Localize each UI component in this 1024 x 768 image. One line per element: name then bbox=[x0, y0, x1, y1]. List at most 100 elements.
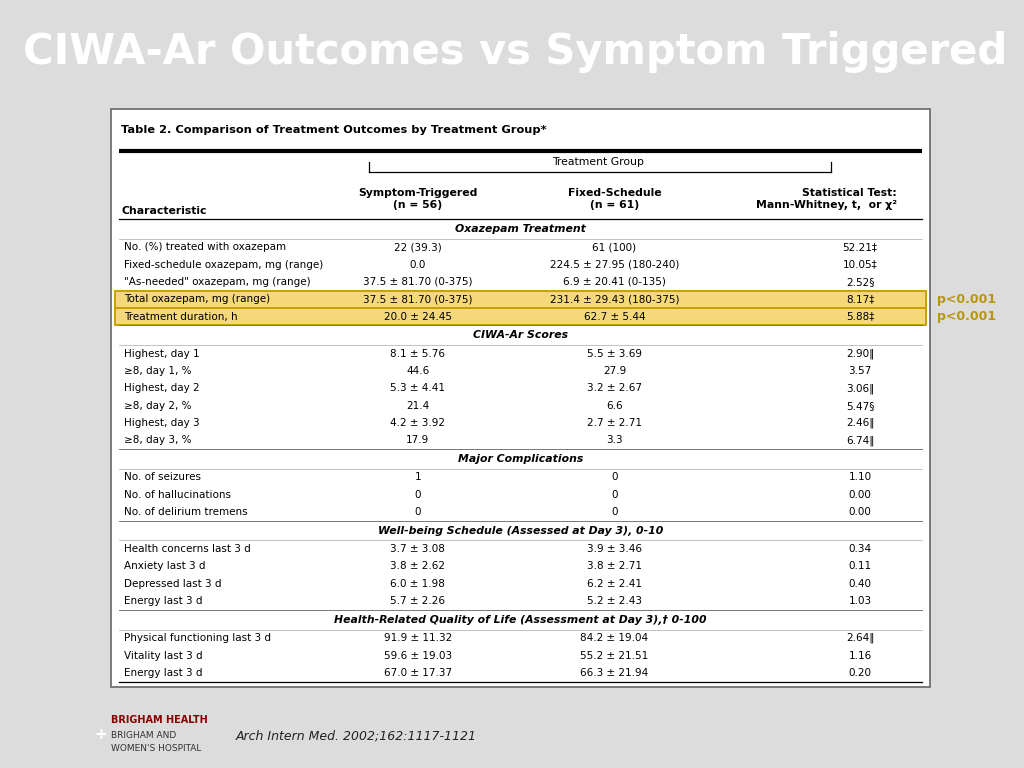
Text: No. (%) treated with oxazepam: No. (%) treated with oxazepam bbox=[124, 242, 286, 252]
Text: 1.03: 1.03 bbox=[849, 596, 871, 606]
Text: 3.8 ± 2.71: 3.8 ± 2.71 bbox=[587, 561, 642, 571]
Text: Symptom-Triggered
(n = 56): Symptom-Triggered (n = 56) bbox=[358, 188, 477, 210]
Text: +: + bbox=[94, 727, 106, 742]
Text: Highest, day 2: Highest, day 2 bbox=[124, 383, 200, 393]
Text: 6.9 ± 20.41 (0-135): 6.9 ± 20.41 (0-135) bbox=[563, 277, 666, 287]
Text: 3.57: 3.57 bbox=[849, 366, 871, 376]
Text: Oxazepam Treatment: Oxazepam Treatment bbox=[455, 223, 586, 233]
Text: Characteristic: Characteristic bbox=[121, 206, 207, 216]
Text: 0.34: 0.34 bbox=[849, 545, 871, 554]
Text: 37.5 ± 81.70 (0-375): 37.5 ± 81.70 (0-375) bbox=[364, 277, 472, 287]
Text: 0: 0 bbox=[611, 472, 617, 482]
Text: Statistical Test:
Mann-Whitney, t,  or χ²: Statistical Test: Mann-Whitney, t, or χ² bbox=[756, 188, 897, 210]
Text: BRIGHAM AND: BRIGHAM AND bbox=[111, 731, 176, 740]
Text: 0.0: 0.0 bbox=[410, 260, 426, 270]
Text: ≥8, day 3, %: ≥8, day 3, % bbox=[124, 435, 191, 445]
Text: 61 (100): 61 (100) bbox=[592, 242, 637, 252]
Text: 5.3 ± 4.41: 5.3 ± 4.41 bbox=[390, 383, 445, 393]
Text: 91.9 ± 11.32: 91.9 ± 11.32 bbox=[384, 633, 452, 644]
Text: 22 (39.3): 22 (39.3) bbox=[394, 242, 441, 252]
Text: 37.5 ± 81.70 (0-375): 37.5 ± 81.70 (0-375) bbox=[364, 294, 472, 304]
Text: 17.9: 17.9 bbox=[407, 435, 429, 445]
Text: 67.0 ± 17.37: 67.0 ± 17.37 bbox=[384, 668, 452, 678]
Text: No. of hallucinations: No. of hallucinations bbox=[124, 490, 230, 500]
Text: No. of delirium tremens: No. of delirium tremens bbox=[124, 507, 248, 517]
Text: Arch Intern Med. 2002;162:1117-1121: Arch Intern Med. 2002;162:1117-1121 bbox=[236, 730, 476, 742]
Text: 0.20: 0.20 bbox=[849, 668, 871, 678]
Text: 6.6: 6.6 bbox=[606, 401, 623, 411]
Text: BRIGHAM HEALTH: BRIGHAM HEALTH bbox=[111, 715, 207, 726]
Text: Depressed last 3 d: Depressed last 3 d bbox=[124, 579, 221, 589]
Text: 6.74‖: 6.74‖ bbox=[846, 435, 874, 445]
Text: 66.3 ± 21.94: 66.3 ± 21.94 bbox=[581, 668, 648, 678]
Text: CIWA-Ar Scores: CIWA-Ar Scores bbox=[473, 330, 567, 340]
Text: 52.21‡: 52.21‡ bbox=[843, 242, 878, 252]
Text: 10.05‡: 10.05‡ bbox=[843, 260, 878, 270]
Text: Health-Related Quality of Life (Assessment at Day 3),† 0-100: Health-Related Quality of Life (Assessme… bbox=[334, 614, 707, 624]
Text: 0.00: 0.00 bbox=[849, 507, 871, 517]
Text: p<0.001: p<0.001 bbox=[937, 310, 996, 323]
Text: 55.2 ± 21.51: 55.2 ± 21.51 bbox=[581, 650, 648, 660]
Text: Vitality last 3 d: Vitality last 3 d bbox=[124, 650, 203, 660]
Text: 1.16: 1.16 bbox=[849, 650, 871, 660]
Text: Table 2. Comparison of Treatment Outcomes by Treatment Group*: Table 2. Comparison of Treatment Outcome… bbox=[121, 125, 547, 135]
Text: 2.90‖: 2.90‖ bbox=[846, 349, 874, 359]
Text: 8.1 ± 5.76: 8.1 ± 5.76 bbox=[390, 349, 445, 359]
Text: WOMEN'S HOSPITAL: WOMEN'S HOSPITAL bbox=[111, 744, 201, 753]
Text: 0: 0 bbox=[611, 507, 617, 517]
Text: 0.40: 0.40 bbox=[849, 579, 871, 589]
Text: 1.10: 1.10 bbox=[849, 472, 871, 482]
Text: 2.46‖: 2.46‖ bbox=[846, 418, 874, 429]
Text: p<0.001: p<0.001 bbox=[937, 293, 996, 306]
Text: Highest, day 3: Highest, day 3 bbox=[124, 418, 200, 428]
Bar bbox=[115, 308, 926, 326]
Text: 3.3: 3.3 bbox=[606, 435, 623, 445]
Text: 20.0 ± 24.45: 20.0 ± 24.45 bbox=[384, 312, 452, 322]
Text: 0.00: 0.00 bbox=[849, 490, 871, 500]
Bar bbox=[115, 290, 926, 308]
Text: 3.06‖: 3.06‖ bbox=[846, 383, 874, 394]
Text: 2.7 ± 2.71: 2.7 ± 2.71 bbox=[587, 418, 642, 428]
Text: 3.9 ± 3.46: 3.9 ± 3.46 bbox=[587, 545, 642, 554]
Text: Physical functioning last 3 d: Physical functioning last 3 d bbox=[124, 633, 270, 644]
Text: 5.47§: 5.47§ bbox=[846, 401, 874, 411]
Text: Treatment duration, h: Treatment duration, h bbox=[124, 312, 238, 322]
Text: 84.2 ± 19.04: 84.2 ± 19.04 bbox=[581, 633, 648, 644]
Text: 0: 0 bbox=[415, 507, 421, 517]
Text: "As-needed" oxazepam, mg (range): "As-needed" oxazepam, mg (range) bbox=[124, 277, 310, 287]
Text: Highest, day 1: Highest, day 1 bbox=[124, 349, 200, 359]
Text: 27.9: 27.9 bbox=[603, 366, 626, 376]
Text: Major Complications: Major Complications bbox=[458, 454, 583, 464]
Text: 62.7 ± 5.44: 62.7 ± 5.44 bbox=[584, 312, 645, 322]
Text: 8.17‡: 8.17‡ bbox=[846, 294, 874, 304]
Text: Energy last 3 d: Energy last 3 d bbox=[124, 668, 202, 678]
Text: Fixed-schedule oxazepam, mg (range): Fixed-schedule oxazepam, mg (range) bbox=[124, 260, 323, 270]
Text: Well-being Schedule (Assessed at Day 3), 0-10: Well-being Schedule (Assessed at Day 3),… bbox=[378, 525, 663, 535]
Text: 4.2 ± 3.92: 4.2 ± 3.92 bbox=[390, 418, 445, 428]
Text: 5.5 ± 3.69: 5.5 ± 3.69 bbox=[587, 349, 642, 359]
Text: ≥8, day 1, %: ≥8, day 1, % bbox=[124, 366, 191, 376]
Text: ≥8, day 2, %: ≥8, day 2, % bbox=[124, 401, 191, 411]
Text: Fixed-Schedule
(n = 61): Fixed-Schedule (n = 61) bbox=[567, 188, 662, 210]
Text: 0.11: 0.11 bbox=[849, 561, 871, 571]
Text: No. of seizures: No. of seizures bbox=[124, 472, 201, 482]
Text: 21.4: 21.4 bbox=[407, 401, 429, 411]
Text: 1: 1 bbox=[415, 472, 421, 482]
Text: 3.8 ± 2.62: 3.8 ± 2.62 bbox=[390, 561, 445, 571]
Text: 0: 0 bbox=[611, 490, 617, 500]
Text: 0: 0 bbox=[415, 490, 421, 500]
Text: 6.0 ± 1.98: 6.0 ± 1.98 bbox=[390, 579, 445, 589]
Text: 3.2 ± 2.67: 3.2 ± 2.67 bbox=[587, 383, 642, 393]
Text: 5.2 ± 2.43: 5.2 ± 2.43 bbox=[587, 596, 642, 606]
Text: Anxiety last 3 d: Anxiety last 3 d bbox=[124, 561, 205, 571]
Text: 6.2 ± 2.41: 6.2 ± 2.41 bbox=[587, 579, 642, 589]
Text: Energy last 3 d: Energy last 3 d bbox=[124, 596, 202, 606]
Text: Total oxazepam, mg (range): Total oxazepam, mg (range) bbox=[124, 294, 270, 304]
Text: 2.64‖: 2.64‖ bbox=[846, 633, 874, 644]
Text: Treatment Group: Treatment Group bbox=[552, 157, 644, 167]
Text: CIWA-Ar Outcomes vs Symptom Triggered: CIWA-Ar Outcomes vs Symptom Triggered bbox=[23, 31, 1007, 73]
Text: Health concerns last 3 d: Health concerns last 3 d bbox=[124, 545, 251, 554]
Text: 231.4 ± 29.43 (180-375): 231.4 ± 29.43 (180-375) bbox=[550, 294, 679, 304]
Text: 5.7 ± 2.26: 5.7 ± 2.26 bbox=[390, 596, 445, 606]
Text: 5.88‡: 5.88‡ bbox=[846, 312, 874, 322]
